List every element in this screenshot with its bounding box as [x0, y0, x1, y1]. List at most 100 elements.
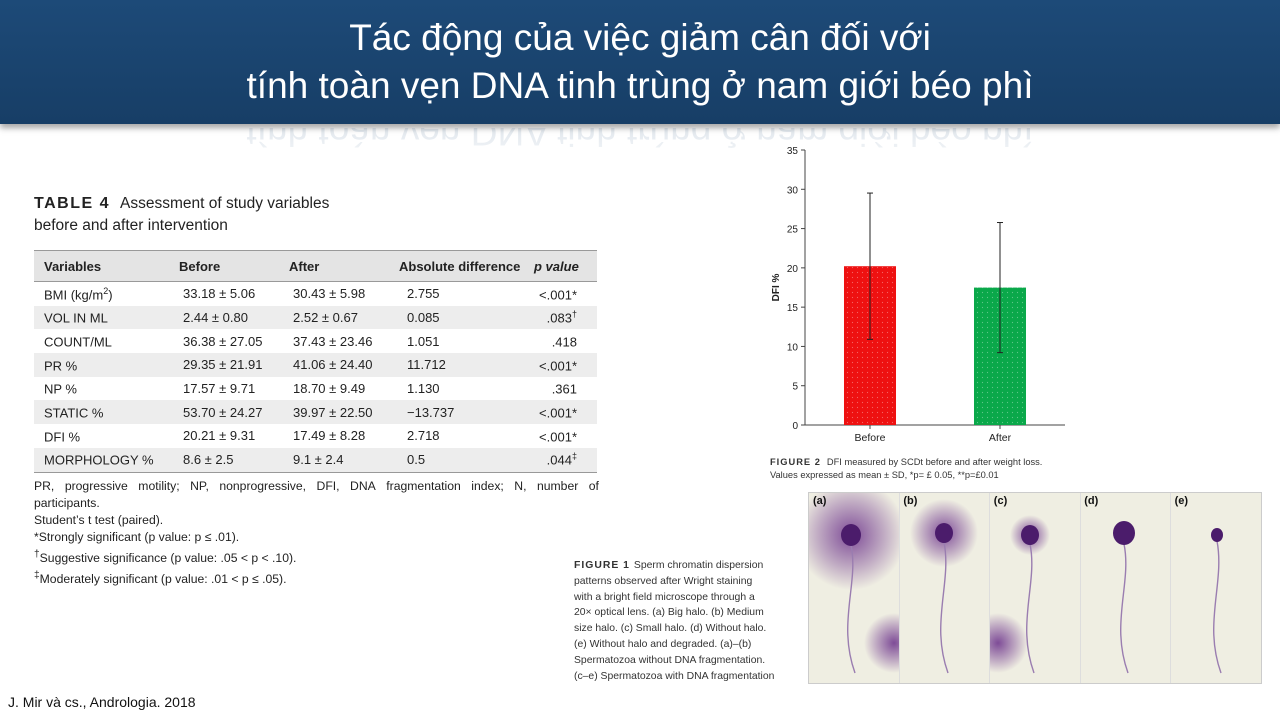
y-tick-label: 35: [787, 146, 799, 157]
y-tick-label: 30: [787, 185, 799, 196]
slide-title-line1: Tác động của việc giảm cân đối với: [349, 17, 931, 58]
cell-difference: 0.085: [389, 305, 524, 330]
column-header-variables: Variables: [34, 250, 169, 282]
cell-variable: STATIC %: [34, 400, 169, 425]
footnote-word: of: [588, 479, 599, 493]
table-row: VOL IN ML 2.44 ± 0.80 2.52 ± 0.67 0.085.083…: [34, 305, 597, 330]
cell-after: 39.97 ± 22.50: [279, 400, 389, 425]
footnote-abbreviations-cont: participants.: [34, 496, 100, 510]
micrograph-panel: (d): [1080, 493, 1172, 683]
cell-p-value: <.001*: [539, 287, 577, 302]
y-tick-label: 20: [787, 264, 799, 275]
cell-variable: DFI %: [44, 429, 81, 445]
cell-p-value: .044‡: [524, 447, 597, 473]
figure2-label: FIGURE 2: [770, 457, 821, 467]
sperm-cell-icon: [1113, 521, 1136, 674]
footnote-word: index;: [471, 479, 504, 493]
cell-difference: 2.718: [407, 428, 440, 444]
table-row: DFI % 20.21 ± 9.31 17.49 ± 8.28 2.718 <.001*: [34, 424, 597, 448]
table-row: MORPHOLOGY % 8.6 ± 2.5 9.1 ± 2.4 0.5.044‡: [34, 447, 597, 473]
table-title-line2: before and after intervention: [34, 217, 228, 234]
cell-variable: PR %: [34, 353, 169, 377]
footnote-word: N,: [514, 479, 527, 493]
source-citation: J. Mir và cs., Andrologia. 2018: [8, 694, 196, 710]
table-title: TABLE 4 Assessment of study variables bef…: [34, 193, 329, 237]
y-tick-label: 5: [792, 382, 798, 393]
cell-before: 20.21 ± 9.31: [183, 428, 256, 444]
micrograph-panel-label: (c): [993, 495, 1008, 507]
cell-before: 29.35 ± 21.91: [169, 353, 279, 377]
footnote-suggestive: †Suggestive significance (p value: .05 <…: [34, 549, 297, 566]
y-axis-label: DFI %: [771, 274, 782, 302]
cell-p-value: <.001*: [539, 429, 577, 445]
cell-before: 17.57 ± 9.71: [183, 381, 256, 397]
cell-before: 8.6 ± 2.5: [169, 447, 279, 473]
figure1-caption-line1: Sperm chromatin dispersion: [633, 560, 764, 571]
figure1-caption: FIGURE 1 Sperm chromatin dispersion patte…: [574, 558, 794, 684]
column-header-difference: Absolute difference: [389, 250, 524, 282]
footnote-word: number: [536, 479, 579, 493]
micrograph-panel-label: (e): [1174, 495, 1189, 507]
sperm-micrograph: (a) (b) (c) (d) (e): [808, 492, 1262, 684]
table-title-line1: Assessment of study variables: [119, 195, 330, 212]
figure1-caption-line6: (e) Without halo and degraded. (a)–(b): [574, 638, 752, 650]
column-header-after: After: [279, 250, 389, 282]
sperm-cell-icon: [1210, 528, 1223, 674]
figure1-caption-line8: (c–e) Spermatozoa with DNA fragmentation: [574, 670, 775, 682]
footnote-word: nonprogressive,: [219, 479, 307, 493]
title-reflection: tính toàn vẹn DNA tinh trùng ở nam giới …: [0, 128, 1280, 176]
footnote-moderate: ‡Moderately significant (p value: .01 < …: [34, 570, 287, 587]
table-row: COUNT/ML 36.38 ± 27.05 37.43 ± 23.46 1.051.…: [34, 329, 597, 353]
cell-difference: 0.5: [389, 447, 524, 473]
figure2-caption: FIGURE 2 DFI measured by SCDt before and …: [770, 456, 1070, 482]
figure2-caption-line2: Values expressed as mean ± SD, *p= £ 0.0…: [770, 470, 999, 480]
cell-p-value: .083†: [524, 305, 597, 330]
figure1-caption-line4: 20× optical lens. (a) Big halo. (b) Medi…: [574, 607, 764, 619]
cell-p-value: <.001*: [524, 400, 597, 425]
micrograph-panel: (a): [809, 493, 900, 683]
slide-title-line2: tính toàn vẹn DNA tinh trùng ở nam giới …: [246, 65, 1034, 106]
footnote-abbreviations: PR, progressive motility; NP, nonprogressive…: [34, 478, 599, 495]
column-header-before: Before: [169, 250, 279, 282]
micrograph-panel-label: (a): [813, 495, 827, 507]
figure1-caption-line7: Spermatozoa without DNA fragmentation.: [574, 654, 766, 666]
results-table: Variables Before After Absolute differen…: [34, 250, 597, 473]
cell-p-value: .418: [551, 334, 577, 350]
footnote-word: fragmentation: [386, 479, 461, 493]
table-row: STATIC % 53.70 ± 24.27 39.97 ± 22.50 −13.73…: [34, 400, 597, 425]
table-row: BMI (kg/m2) 33.18 ± 5.06 30.43 ± 5.98 2.755…: [34, 282, 597, 306]
sperm-cell-icon: [809, 493, 899, 674]
slide-title: Tác động của việc giảm cân đối với tính …: [0, 14, 1280, 110]
y-tick-label: 15: [787, 303, 799, 314]
cell-variable: VOL IN ML: [34, 305, 169, 330]
footnote-word: NP,: [190, 479, 209, 493]
cell-variable: COUNT/ML: [44, 334, 112, 350]
micrograph-panel: (c): [989, 493, 1081, 683]
dfi-bar-chart: 0 5 10 15 20 25 30 35 DFI % Before After: [771, 146, 1065, 444]
table-row: PR % 29.35 ± 21.91 41.06 ± 24.40 11.712 <.00…: [34, 353, 597, 377]
cell-variable: BMI (kg/m2): [44, 285, 113, 302]
x-tick-label: Before: [855, 432, 886, 444]
footnote-word: DNA: [350, 479, 376, 493]
title-banner: Tác động của việc giảm cân đối với tính …: [0, 0, 1280, 124]
table-label: TABLE 4: [34, 195, 110, 212]
figure1-caption-line3: with a bright field microscope through a: [574, 591, 755, 603]
y-tick-label: 10: [787, 342, 799, 353]
cell-after: 9.1 ± 2.4: [279, 447, 389, 473]
cell-after: 41.06 ± 24.40: [279, 353, 389, 377]
cell-after: 37.43 ± 23.46: [293, 333, 373, 349]
cell-after: 2.52 ± 0.67: [279, 305, 389, 330]
cell-variable: NP %: [44, 381, 77, 397]
cell-difference: −13.737: [389, 400, 524, 425]
footnote-test: Student’s t test (paired).: [34, 513, 164, 527]
cell-variable: MORPHOLOGY %: [34, 447, 169, 473]
table-footnotes: PR, progressive motility; NP, nonprogressive…: [34, 478, 599, 588]
cell-after: 30.43 ± 5.98: [293, 286, 366, 302]
cell-before: 36.38 ± 27.05: [183, 333, 263, 349]
y-tick-label: 25: [787, 225, 799, 236]
sperm-cell-icon: [910, 499, 979, 674]
cell-before: 53.70 ± 24.27: [169, 400, 279, 425]
footnote-word: DFI,: [316, 479, 340, 493]
micrograph-panel-label: (d): [1084, 495, 1099, 507]
figure1-caption-line5: size halo. (c) Small halo. (d) Without h…: [574, 623, 767, 635]
